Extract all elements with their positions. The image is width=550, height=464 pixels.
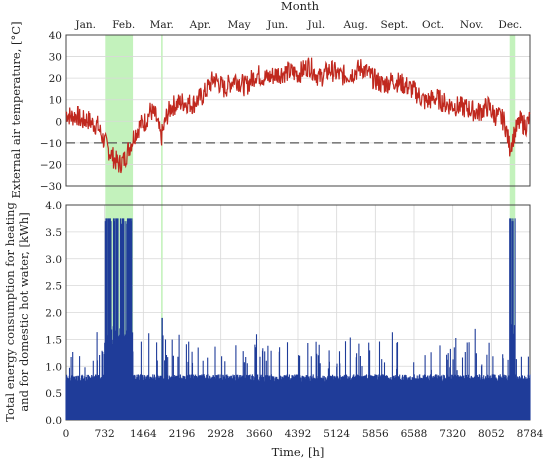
temperature-tick-label: 0 bbox=[55, 116, 62, 128]
hour-tick-label: 2196 bbox=[169, 428, 196, 440]
temperature-tick-label: −30 bbox=[40, 181, 62, 193]
month-tick-label: Apr. bbox=[189, 19, 212, 31]
month-tick-label: Aug. bbox=[342, 19, 367, 31]
top-panel-frame bbox=[65, 34, 531, 187]
month-tick-label: Oct. bbox=[422, 19, 444, 31]
energy-tick-label: 0.5 bbox=[45, 388, 62, 400]
hour-tick-label: 1464 bbox=[130, 428, 157, 440]
temperature-series-line bbox=[65, 57, 531, 174]
month-axis-title: Month bbox=[281, 0, 320, 13]
hour-tick-label: 6588 bbox=[401, 428, 428, 440]
month-tick-label: Dec. bbox=[498, 19, 522, 31]
month-tick-label: Mar. bbox=[150, 19, 174, 31]
hour-tick-labels: 0 732 1464 2196 2928 3660 4392 5124 5856 6588 7320… bbox=[63, 428, 544, 440]
energy-tick-label: 3.0 bbox=[45, 254, 62, 266]
hour-tick-label: 4392 bbox=[285, 428, 312, 440]
temperature-tick-label: −10 bbox=[40, 138, 62, 150]
temperature-tick-label: 20 bbox=[49, 73, 62, 85]
month-tick-label: May bbox=[228, 19, 251, 31]
temperature-tick-labels: 40 30 20 10 0 −10 −20 −30 bbox=[40, 30, 62, 193]
hour-tick-label: 2928 bbox=[207, 428, 234, 440]
gridlines bbox=[65, 34, 531, 421]
energy-tick-labels: 4.0 3.5 3.0 2.5 2.0 1.5 1.0 0.5 0.0 bbox=[45, 200, 62, 427]
hour-tick-label: 7320 bbox=[439, 428, 466, 440]
month-tick-label: Jul. bbox=[307, 19, 326, 31]
energy-series-bars bbox=[65, 218, 531, 420]
hour-tick-label: 8784 bbox=[517, 428, 544, 440]
temperature-tick-label: 40 bbox=[49, 30, 62, 42]
energy-bars-path bbox=[65, 218, 531, 420]
month-tick-label: Jan. bbox=[74, 19, 96, 31]
energy-axis-title-line1: Total energy consumption for heating bbox=[3, 202, 17, 422]
temperature-tick-label: 10 bbox=[49, 95, 62, 107]
energy-tick-label: 2.0 bbox=[45, 308, 62, 320]
hour-tick-label: 732 bbox=[95, 428, 115, 440]
hour-tick-label: 3660 bbox=[246, 428, 273, 440]
month-tick-label: Jun. bbox=[266, 19, 288, 31]
energy-tick-label: 3.5 bbox=[45, 227, 62, 239]
energy-axis-title-line2: and for domestic hot water, [kWh] bbox=[17, 212, 31, 411]
month-tick-label: Sept. bbox=[381, 19, 409, 31]
energy-tick-label: 0.0 bbox=[45, 415, 62, 427]
time-axis-title: Time, [h] bbox=[272, 445, 325, 459]
temperature-tick-label: 30 bbox=[49, 52, 62, 64]
hour-tick-label: 0 bbox=[63, 428, 70, 440]
energy-tick-label: 1.0 bbox=[45, 361, 62, 373]
month-tick-label: Nov. bbox=[460, 19, 484, 31]
temperature-tick-label: −20 bbox=[40, 159, 62, 171]
hour-tick-label: 5124 bbox=[323, 428, 350, 440]
energy-tick-label: 2.5 bbox=[45, 281, 62, 293]
month-tick-label: Feb. bbox=[112, 19, 135, 31]
month-tick-labels: Jan. Feb. Mar. Apr. May Jun. Jul. Aug. Sept. Oct.… bbox=[74, 19, 522, 31]
hour-tick-label: 5856 bbox=[362, 428, 389, 440]
temperature-axis-title: External air temperature, [°C] bbox=[9, 21, 23, 198]
hour-tick-label: 8052 bbox=[478, 428, 505, 440]
highlight-band-1 bbox=[161, 35, 163, 420]
energy-tick-label: 1.5 bbox=[45, 334, 62, 346]
energy-tick-label: 4.0 bbox=[45, 200, 62, 212]
